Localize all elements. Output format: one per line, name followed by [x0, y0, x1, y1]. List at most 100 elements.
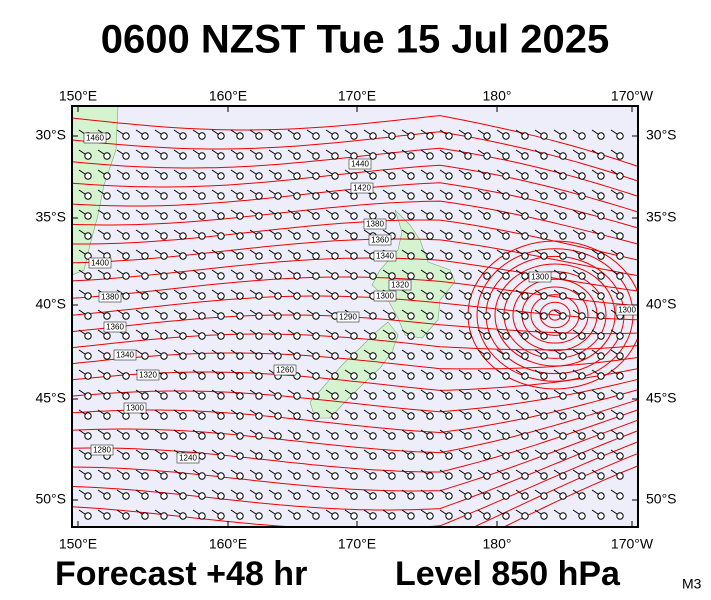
station-marker — [255, 452, 263, 460]
station-marker — [160, 232, 168, 240]
station-marker — [540, 252, 548, 260]
wind-station — [420, 209, 434, 220]
wind-station — [477, 169, 491, 180]
station-marker — [578, 132, 586, 140]
station-marker — [312, 492, 320, 500]
station-marker — [198, 372, 206, 380]
station-marker — [217, 412, 225, 420]
wind-station — [477, 449, 491, 460]
station-marker — [369, 352, 377, 360]
station-marker — [103, 152, 111, 160]
station-marker — [483, 212, 491, 220]
station-marker — [464, 132, 472, 140]
map-frame — [71, 105, 639, 528]
wind-station — [572, 329, 586, 340]
wind-station — [135, 269, 149, 280]
contour-label-box — [373, 290, 397, 302]
station-marker — [502, 472, 510, 480]
wind-station — [496, 469, 510, 480]
wind-station — [192, 209, 206, 220]
wind-station — [249, 229, 263, 240]
station-marker — [122, 192, 130, 200]
wind-station — [249, 249, 263, 260]
wind-station — [515, 409, 529, 420]
station-marker — [198, 212, 206, 220]
station-marker — [331, 352, 339, 360]
station-marker — [502, 272, 510, 280]
station-marker — [236, 132, 244, 140]
wind-station — [534, 229, 548, 240]
station-marker — [103, 312, 111, 320]
station-marker — [426, 432, 434, 440]
wind-station — [135, 289, 149, 300]
station-marker — [274, 172, 282, 180]
station-marker — [331, 332, 339, 340]
wind-station — [325, 149, 339, 160]
station-marker — [312, 452, 320, 460]
station-marker — [293, 272, 301, 280]
wind-station — [363, 469, 377, 480]
wind-station — [553, 209, 567, 220]
station-marker — [464, 152, 472, 160]
station-marker — [445, 172, 453, 180]
station-marker — [122, 212, 130, 220]
wind-station — [534, 329, 548, 340]
wind-station — [610, 229, 624, 240]
wind-station — [154, 249, 168, 260]
station-marker — [426, 252, 434, 260]
station-marker — [293, 392, 301, 400]
station-marker — [578, 332, 586, 340]
wind-station — [173, 429, 187, 440]
contour-low — [539, 301, 571, 329]
wind-station — [306, 409, 320, 420]
station-marker — [445, 132, 453, 140]
station-marker — [578, 392, 586, 400]
station-marker — [179, 372, 187, 380]
station-marker — [350, 332, 358, 340]
station-marker — [616, 512, 624, 520]
station-marker — [141, 452, 149, 460]
wind-station — [591, 389, 605, 400]
station-marker — [578, 472, 586, 480]
station-marker — [312, 412, 320, 420]
wind-station — [268, 429, 282, 440]
station-marker — [616, 432, 624, 440]
wind-station — [135, 209, 149, 220]
station-marker — [274, 492, 282, 500]
station-marker — [293, 492, 301, 500]
station-marker — [312, 332, 320, 340]
wind-station — [287, 269, 301, 280]
wind-station — [249, 489, 263, 500]
wind-station — [610, 169, 624, 180]
station-marker — [559, 452, 567, 460]
station-marker — [483, 412, 491, 420]
station-marker — [445, 212, 453, 220]
station-marker — [312, 292, 320, 300]
wind-station — [401, 209, 415, 220]
wind-station — [325, 429, 339, 440]
station-marker — [84, 372, 92, 380]
wind-station — [610, 509, 624, 520]
station-marker — [559, 232, 567, 240]
station-marker — [445, 412, 453, 420]
wind-station — [325, 169, 339, 180]
station-marker — [521, 432, 529, 440]
wind-station — [496, 369, 510, 380]
contour-label: 1440 — [351, 160, 369, 169]
wind-station — [192, 349, 206, 360]
wind-station — [553, 269, 567, 280]
station-marker — [407, 412, 415, 420]
station-marker — [84, 412, 92, 420]
contour-label-box — [373, 250, 397, 262]
wind-station — [458, 169, 472, 180]
station-marker — [578, 512, 586, 520]
contour-label-box — [123, 402, 147, 414]
station-marker — [103, 372, 111, 380]
wind-station — [192, 169, 206, 180]
wind-station — [420, 389, 434, 400]
station-marker — [198, 412, 206, 420]
wind-station — [97, 309, 111, 320]
station-marker — [84, 352, 92, 360]
station-marker — [179, 312, 187, 320]
